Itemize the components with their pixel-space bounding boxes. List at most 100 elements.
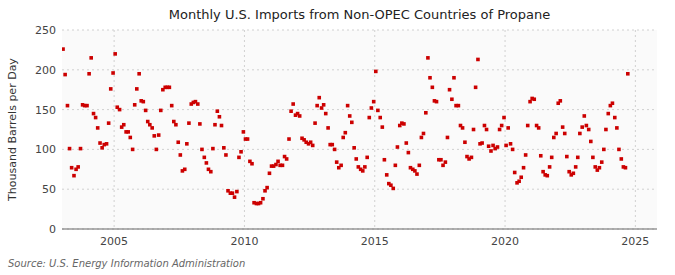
point (378, 116, 382, 120)
point (572, 171, 576, 175)
point (274, 163, 278, 167)
point (474, 86, 478, 90)
point (105, 142, 109, 146)
point (498, 128, 502, 132)
point (367, 116, 371, 120)
point (374, 70, 378, 74)
point (593, 165, 597, 169)
point (250, 162, 254, 166)
point (554, 132, 558, 136)
point (522, 166, 526, 170)
point (170, 104, 174, 108)
point (517, 179, 521, 183)
point (96, 126, 100, 130)
x-grid-line (374, 30, 375, 229)
point (383, 158, 387, 162)
point (261, 197, 265, 201)
x-tick-label: 2010 (230, 235, 258, 248)
point (333, 148, 337, 152)
point (142, 100, 146, 104)
point (62, 47, 65, 51)
point (179, 153, 183, 157)
y-tick-label: 50 (42, 183, 56, 196)
point (68, 147, 72, 151)
point (574, 165, 578, 169)
point (89, 56, 93, 60)
point (352, 146, 356, 150)
point (135, 87, 139, 91)
x-grid-line (244, 30, 245, 229)
point (565, 155, 569, 159)
point (111, 71, 115, 75)
point (509, 142, 513, 146)
point (354, 157, 358, 161)
point (118, 108, 122, 112)
point (578, 132, 582, 136)
point (567, 170, 571, 174)
point (150, 126, 154, 130)
point (463, 140, 467, 144)
point (281, 164, 285, 168)
y-grid-line (62, 109, 657, 110)
point (237, 156, 241, 160)
point (137, 72, 141, 76)
point (211, 147, 215, 151)
point (404, 141, 408, 145)
point (483, 124, 487, 128)
point (420, 136, 424, 140)
point (365, 156, 369, 160)
point (224, 153, 228, 157)
point (431, 86, 435, 90)
point (502, 116, 506, 120)
point (239, 150, 243, 154)
point (218, 115, 222, 119)
point (600, 160, 604, 164)
point (496, 145, 500, 149)
point (268, 171, 272, 175)
plot-background (62, 30, 657, 229)
x-tick-label: 2025 (621, 235, 649, 248)
point (450, 97, 454, 101)
point (200, 148, 204, 152)
point (209, 170, 213, 174)
point (313, 121, 317, 125)
point (202, 156, 206, 160)
point (128, 136, 132, 140)
chart: Monthly U.S. Imports from Non-OPEC Count… (0, 0, 675, 275)
y-grid-line (62, 30, 657, 31)
point (146, 120, 150, 124)
point (242, 130, 246, 134)
y-grid-line (62, 149, 657, 150)
point (87, 72, 91, 76)
point (231, 191, 235, 195)
point (107, 121, 111, 125)
y-tick-label: 250 (35, 24, 56, 37)
point (389, 183, 393, 187)
point (552, 136, 556, 140)
point (615, 126, 619, 130)
point (326, 126, 330, 130)
point (532, 97, 536, 101)
x-grid-line (635, 30, 636, 229)
point (320, 106, 324, 110)
point (500, 124, 504, 128)
point (591, 156, 595, 160)
point (580, 125, 584, 129)
point (428, 76, 432, 80)
point (394, 164, 398, 168)
point (79, 147, 83, 151)
point (148, 123, 152, 127)
point (415, 172, 419, 176)
point (311, 144, 315, 148)
point (370, 106, 374, 110)
point (422, 132, 426, 136)
point (289, 109, 293, 113)
point (446, 136, 450, 140)
x-axis-line (62, 229, 657, 230)
point (220, 124, 224, 128)
y-tick-label: 0 (49, 223, 56, 236)
point (309, 140, 313, 144)
point (315, 104, 319, 108)
point (413, 169, 417, 173)
point (548, 165, 552, 169)
